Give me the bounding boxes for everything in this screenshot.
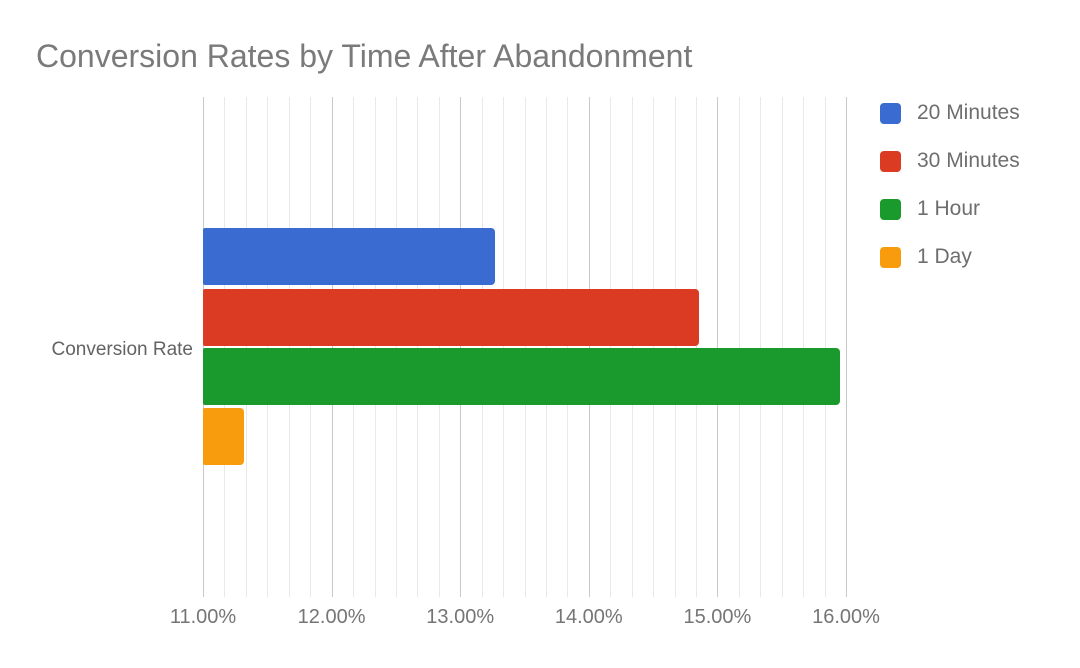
legend: 20 Minutes 30 Minutes 1 Hour 1 Day: [880, 101, 1020, 294]
minor-gridline: [653, 97, 655, 597]
minor-gridline: [438, 97, 440, 597]
minor-gridline: [631, 97, 633, 597]
legend-swatch-icon: [880, 150, 901, 172]
legend-swatch-icon: [880, 102, 901, 124]
minor-gridline: [288, 97, 290, 597]
chart-title: Conversion Rates by Time After Abandonme…: [36, 38, 693, 74]
x-tick-label: 16.00%: [812, 606, 880, 628]
legend-label: 20 Minutes: [917, 101, 1020, 124]
major-gridline: [331, 97, 333, 597]
legend-label: 1 Hour: [917, 197, 981, 220]
minor-gridline: [353, 97, 354, 597]
minor-gridline: [524, 97, 526, 597]
minor-gridline: [824, 97, 826, 597]
major-gridline: [846, 97, 847, 597]
minor-gridline: [696, 97, 697, 597]
minor-gridline: [567, 97, 569, 597]
x-tick-label: 12.00%: [297, 606, 366, 628]
x-tick-label: 11.00%: [169, 606, 237, 628]
minor-gridline: [267, 97, 269, 597]
bar-30-minutes: [203, 289, 700, 346]
minor-gridline: [760, 97, 762, 597]
legend-swatch-icon: [880, 246, 901, 268]
minor-gridline: [417, 97, 419, 597]
minor-gridline: [245, 97, 247, 597]
minor-gridline: [545, 97, 547, 597]
x-tick-label: 13.00%: [426, 606, 495, 628]
major-gridline: [203, 97, 204, 597]
minor-gridline: [374, 97, 376, 597]
legend-item-1-day: 1 Day: [880, 245, 1020, 268]
x-tick-label: 14.00%: [554, 606, 623, 628]
legend-label: 30 Minutes: [917, 149, 1020, 172]
minor-gridline: [503, 97, 505, 597]
major-gridline: [717, 97, 719, 597]
minor-gridline: [224, 97, 226, 597]
major-gridline: [460, 97, 462, 597]
legend-label: 1 Day: [917, 245, 972, 268]
minor-gridline: [310, 97, 312, 597]
legend-swatch-icon: [880, 198, 901, 220]
legend-item-20-minutes: 20 Minutes: [880, 101, 1020, 124]
major-gridline: [588, 97, 590, 597]
bar-1-day: [203, 408, 245, 465]
plot-area: [203, 97, 847, 597]
minor-gridline: [738, 97, 740, 597]
minor-gridline: [481, 97, 483, 597]
legend-item-1-hour: 1 Hour: [880, 197, 1020, 220]
legend-item-30-minutes: 30 Minutes: [880, 149, 1020, 172]
x-tick-label: 15.00%: [683, 606, 752, 628]
minor-gridline: [395, 97, 397, 597]
minor-gridline: [674, 97, 676, 597]
minor-gridline: [781, 97, 783, 597]
minor-gridline: [803, 97, 805, 597]
y-axis-category-label: Conversion Rate: [51, 339, 193, 360]
bar-1-hour: [203, 348, 840, 405]
bar-20-minutes: [203, 228, 495, 285]
minor-gridline: [610, 97, 612, 597]
